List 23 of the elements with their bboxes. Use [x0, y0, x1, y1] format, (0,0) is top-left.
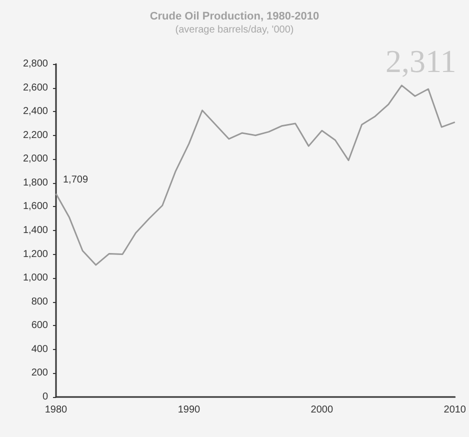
y-tick-label: 1,200 — [22, 248, 48, 260]
y-tick-label: 400 — [31, 344, 48, 355]
y-tick-label: 2,400 — [22, 106, 48, 118]
x-tick-label: 1980 — [44, 404, 68, 416]
y-tick-label: 2,200 — [22, 130, 48, 141]
y-tick-label: 2,000 — [22, 154, 48, 165]
annotation: 1,709 — [63, 174, 88, 186]
y-tick-label: 0 — [42, 392, 48, 402]
chart-title: Crude Oil Production, 1980-2010 — [150, 10, 320, 22]
y-tick-label: 600 — [31, 320, 48, 332]
y-tick-label: 2,800 — [22, 58, 48, 70]
chart-subtitle: (average barrels/day, '000) — [175, 24, 294, 36]
x-tick-label: 2010 — [444, 404, 466, 416]
y-tick-label: 200 — [31, 368, 48, 379]
y-tick-label: 2,600 — [22, 82, 48, 94]
y-tick-label: 1,400 — [22, 225, 48, 236]
x-tick-label: 2000 — [310, 404, 334, 416]
x-tick-label: 1990 — [178, 404, 201, 416]
y-tick-label: 800 — [31, 296, 48, 308]
line-series — [55, 84, 456, 266]
y-tick-label: 1,600 — [22, 201, 48, 212]
y-tick-label: 1,800 — [22, 177, 48, 188]
y-tick-label: 1,000 — [22, 272, 48, 284]
